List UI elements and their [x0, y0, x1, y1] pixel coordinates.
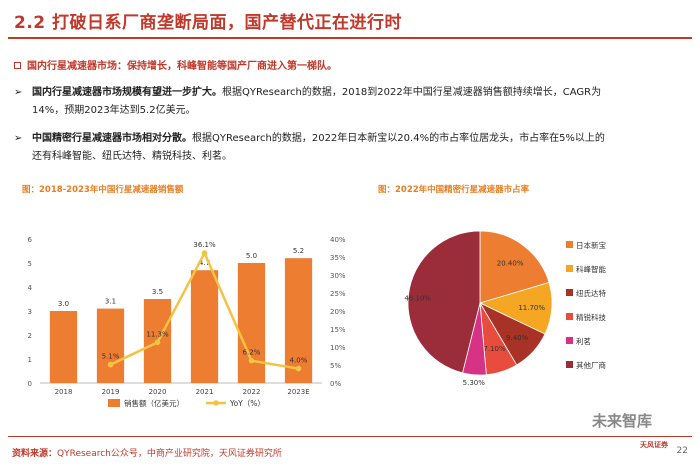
legend-swatch — [566, 361, 573, 368]
bullet-2-line1: 中国精密行星减速器市场相对分散。根据QYResearch的数据，2022年日本新… — [32, 130, 686, 148]
bar — [237, 263, 266, 383]
y-right-tick-label: 20% — [330, 308, 346, 316]
x-tick-label: 2023E — [287, 388, 309, 396]
x-tick-label: 2022 — [243, 388, 261, 396]
legend-line-label: YoY（%） — [229, 399, 265, 408]
square-bullet-icon — [14, 62, 21, 69]
pie-slice — [479, 230, 550, 304]
y-left-tick-label: 5 — [28, 260, 32, 268]
yoy-point — [154, 339, 161, 346]
bar-value-label: 5.2 — [293, 247, 304, 255]
y-left-tick-label: 6 — [28, 236, 33, 244]
y-right-tick-label: 10% — [330, 344, 346, 352]
chart2-title: 图：2022年中国精密行星减速器市占率 — [378, 185, 530, 195]
footer-label: 资料来源： — [12, 449, 58, 459]
y-right-tick-label: 0% — [330, 380, 341, 388]
bullet-1-bold: 国内行星减速器市场规模有望进一步扩大。 — [32, 87, 222, 98]
x-tick-label: 2019 — [102, 388, 120, 396]
y-right-tick-label: 25% — [330, 290, 346, 298]
x-tick-label: 2020 — [149, 388, 167, 396]
legend-label: 其他厂商 — [576, 360, 606, 370]
pie-value-label: 20.40% — [497, 260, 524, 268]
section-heading-row: 国内行星减速器市场：保持增长，科峰智能等国产厂商进入第一梯队。 — [14, 58, 337, 75]
pie-value-label: 9.40% — [506, 334, 529, 342]
y-left-tick-label: 2 — [28, 332, 32, 340]
bar — [96, 308, 125, 383]
legend-label: 精锐科技 — [576, 312, 606, 322]
pie-value-label: 46.10% — [404, 295, 431, 303]
y-left-tick-label: 1 — [28, 356, 32, 364]
yoy-value-label: 4.0% — [290, 357, 308, 365]
bar — [284, 258, 313, 383]
footer-sources: 资料来源：QYResearch公众号，中商产业研究院，天风证券研究所 — [12, 446, 282, 459]
arrow-bullet-icon: ➢ — [14, 87, 23, 98]
pie-value-label: 7.10% — [483, 345, 506, 353]
brand-logo: 天风证券 — [640, 441, 668, 449]
y-right-tick-label: 30% — [330, 272, 346, 280]
y-left-tick-label: 3 — [28, 308, 32, 316]
bar — [49, 311, 78, 383]
pie-value-label: 11.70% — [518, 304, 545, 312]
yoy-point — [201, 250, 208, 256]
bar-value-label: 4.7 — [199, 259, 210, 267]
bullet-2-bold: 中国精密行星减速器市场相对分散。 — [32, 133, 192, 144]
arrow-bullet-icon: ➢ — [14, 133, 23, 144]
yoy-value-label: 5.1% — [102, 353, 120, 361]
y-right-tick-label: 35% — [330, 254, 346, 262]
y-right-tick-label: 5% — [330, 362, 341, 370]
legend-label: 科峰智能 — [576, 264, 606, 274]
bullet-1-line1: 国内行星减速器市场规模有望进一步扩大。根据QYResearch的数据，2018到… — [32, 84, 686, 102]
legend-swatch — [566, 289, 573, 296]
page-title: 2.2 打破日系厂商垄断局面，国产替代正在进行时 — [14, 13, 403, 33]
bullet-2-line2: 还有科峰智能、纽氏达特、精锐科技、利茗。 — [32, 151, 232, 162]
legend-label: 利茗 — [576, 336, 591, 346]
footer: 资料来源：QYResearch公众号，中商产业研究院，天风证券研究所 22 — [0, 436, 700, 467]
yoy-point — [295, 365, 302, 372]
x-tick-label: 2018 — [55, 388, 73, 396]
legend-swatch — [566, 241, 573, 248]
bullet-1: ➢ 国内行星减速器市场规模有望进一步扩大。根据QYResearch的数据，201… — [14, 84, 686, 120]
title-bar: 2.2 打破日系厂商垄断局面，国产替代正在进行时 — [0, 0, 700, 44]
legend-swatch — [566, 265, 573, 272]
legend-label: 纽氏达特 — [576, 288, 606, 298]
y-right-tick-label: 40% — [330, 236, 346, 244]
legend-label: 日本新宝 — [576, 240, 606, 250]
bullet-1-text: 根据QYResearch的数据，2018到2022年中国行星减速器销售额持续增长… — [222, 87, 602, 98]
bar-value-label: 3.5 — [152, 288, 163, 296]
pie-value-label: 5.30% — [463, 379, 486, 387]
y-left-tick-label: 0 — [28, 380, 32, 388]
bullet-2-text: 根据QYResearch的数据，2022年日本新宝以20.4%的市占率位居龙头，… — [192, 133, 605, 144]
watermark-text: 未来智库 — [592, 412, 653, 430]
footer-rule — [8, 436, 692, 437]
legend-line-marker — [213, 400, 219, 406]
legend-bar-label: 销售额（亿美元） — [124, 398, 184, 408]
title-rule — [8, 37, 692, 39]
yoy-value-label: 11.3% — [146, 330, 169, 338]
legend-swatch — [566, 337, 573, 344]
legend-swatch — [566, 313, 573, 320]
market-share-pie-chart: 20.40% 11.70% 9.40%7.10% 5.30% 46.10% 日本新宝科峰智… — [404, 230, 606, 387]
yoy-value-label: 36.1% — [193, 241, 216, 249]
legend-bar-swatch — [108, 399, 120, 407]
footer-sources-text: QYResearch公众号，中商产业研究院，天风证券研究所 — [57, 449, 282, 459]
bar — [190, 270, 219, 383]
yoy-value-label: 6.2% — [243, 349, 261, 357]
page-number: 22 — [676, 446, 688, 456]
yoy-point — [248, 357, 255, 364]
y-right-tick-label: 15% — [330, 326, 346, 334]
bullet-1-line2: 14%，预期2023年达到5.2亿美元。 — [32, 105, 196, 116]
chart1-title: 图：2018-2023年中国行星减速器销售额 — [22, 185, 184, 195]
sales-combo-chart: 0 1 2 3 4 5 6 0% 5% 10% 15% 20% 25% 30% 35% 40% 3.0 2018 3… — [28, 236, 346, 408]
x-tick-label: 2021 — [196, 388, 214, 396]
y-left-tick-label: 4 — [28, 284, 33, 292]
bar-value-label: 3.0 — [58, 300, 69, 308]
yoy-point — [107, 361, 114, 368]
bar-value-label: 5.0 — [246, 252, 257, 260]
bullet-2: ➢ 中国精密行星减速器市场相对分散。根据QYResearch的数据，2022年日… — [14, 130, 686, 166]
bar-value-label: 3.1 — [105, 298, 116, 306]
pie-slice — [407, 230, 481, 374]
section-heading: 国内行星减速器市场：保持增长，科峰智能等国产厂商进入第一梯队。 — [27, 61, 337, 72]
